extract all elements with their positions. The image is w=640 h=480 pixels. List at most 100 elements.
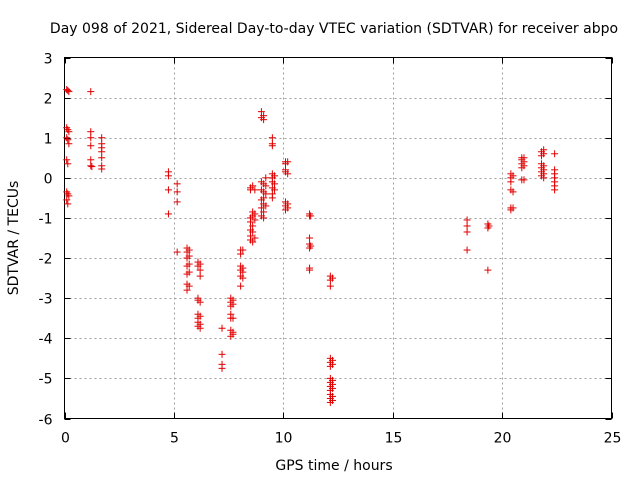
gridlines: [64, 57, 612, 419]
y-tick-label: 1: [44, 132, 53, 148]
data-point: [463, 216, 471, 224]
data-point: [239, 274, 247, 282]
data-point: [218, 324, 226, 332]
data-point: [284, 158, 292, 166]
data-point: [485, 222, 493, 230]
data-point: [87, 142, 95, 150]
data-point: [164, 186, 172, 194]
data-point: [507, 178, 515, 186]
x-tick-label: 25: [604, 431, 622, 447]
data-point: [196, 266, 204, 274]
data-point: [307, 212, 315, 220]
data-point: [88, 163, 96, 171]
data-point: [249, 182, 257, 190]
plot-frame: [64, 57, 612, 419]
data-point: [463, 222, 471, 230]
data-point: [173, 198, 181, 206]
data-point: [260, 214, 268, 222]
data-point: [196, 260, 204, 268]
data-point: [229, 314, 237, 322]
data-point: [251, 186, 259, 194]
data-point: [229, 330, 237, 338]
y-tick-label: -3: [39, 292, 53, 308]
data-point: [329, 384, 337, 392]
data-point: [509, 204, 517, 212]
data-point: [87, 134, 95, 142]
data-point: [484, 266, 492, 274]
data-point: [306, 234, 314, 242]
data-point: [271, 186, 279, 194]
data-points: [63, 86, 559, 406]
data-point: [63, 196, 71, 204]
data-point: [257, 108, 265, 116]
data-point: [551, 150, 559, 158]
data-point: [268, 194, 276, 202]
data-point: [64, 200, 72, 208]
data-point: [237, 282, 245, 290]
data-point: [246, 218, 254, 226]
data-point: [520, 176, 528, 184]
y-tick-label: 3: [44, 52, 53, 68]
data-point: [284, 170, 292, 178]
data-point: [65, 140, 73, 148]
data-point: [239, 268, 247, 276]
data-point: [64, 86, 72, 94]
y-tick-label: -5: [39, 372, 53, 388]
x-tick-labels: 0 5 10 15 20 25: [61, 431, 621, 447]
data-point: [251, 234, 259, 242]
data-point: [196, 324, 204, 332]
data-point: [329, 274, 337, 282]
data-point: [196, 312, 204, 320]
data-point: [185, 260, 193, 268]
data-point: [257, 204, 265, 212]
data-point: [185, 282, 193, 290]
data-point: [262, 190, 270, 198]
data-point: [271, 180, 279, 188]
x-tick-label: 10: [275, 431, 293, 447]
data-point: [64, 160, 72, 168]
y-tick-label: 0: [44, 172, 53, 188]
data-point: [262, 174, 270, 182]
y-tick-label: 2: [44, 92, 53, 108]
data-point: [65, 88, 73, 96]
data-point: [196, 298, 204, 306]
data-point: [551, 186, 559, 194]
data-point: [164, 172, 172, 180]
data-point: [326, 282, 334, 290]
data-point: [164, 210, 172, 218]
data-point: [185, 268, 193, 276]
y-tick-label: -2: [39, 252, 53, 268]
data-point: [173, 180, 181, 188]
data-point: [249, 222, 257, 230]
y-tick-labels: -6 -5 -4 -3 -2 -1 0 1 2 3: [39, 52, 53, 429]
data-point: [173, 248, 181, 256]
data-point: [218, 350, 226, 358]
data-point: [260, 116, 268, 124]
y-tick-label: -1: [39, 212, 53, 228]
data-point: [251, 210, 259, 218]
data-point: [249, 238, 257, 246]
data-point: [87, 88, 95, 96]
data-point: [268, 142, 276, 150]
data-point: [271, 172, 279, 180]
data-point: [185, 246, 193, 254]
data-point: [64, 136, 72, 144]
data-point: [520, 162, 528, 170]
data-point: [185, 252, 193, 260]
data-point: [463, 246, 471, 254]
x-tick-label: 20: [494, 431, 512, 447]
data-point: [284, 204, 292, 212]
data-point: [262, 182, 270, 190]
x-tick-label: 0: [61, 431, 70, 447]
data-point: [268, 134, 276, 142]
data-point: [237, 250, 245, 258]
data-point: [65, 128, 73, 136]
data-point: [183, 286, 191, 294]
chart-title: Day 098 of 2021, Sidereal Day-to-day VTE…: [50, 21, 618, 37]
y-tick-label: -4: [39, 332, 53, 348]
y-axis-label: SDTVAR / TECUs: [6, 181, 22, 296]
data-point: [87, 156, 95, 164]
data-point: [98, 165, 106, 173]
data-point: [229, 300, 237, 308]
